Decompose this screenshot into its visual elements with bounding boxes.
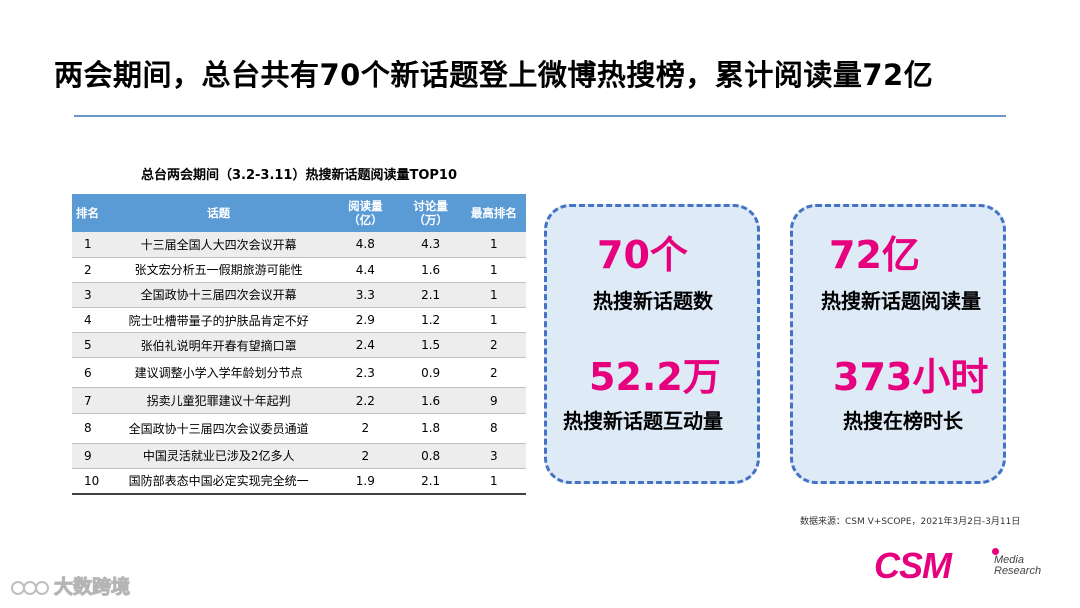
cell-reads: 3.3 (331, 282, 400, 309)
cell-discussions: 1.6 (399, 387, 462, 414)
csm-logo: CSM Media Research (874, 544, 1054, 588)
cell-topic: 张伯礼说明年开春有望摘口罩 (106, 332, 332, 359)
cell-rank: 10 (72, 468, 107, 495)
table-row: 1 十三届全国人大四次会议开幕 4.8 4.3 1 (72, 232, 526, 258)
cell-top-rank: 9 (461, 387, 526, 414)
cell-discussions: 0.9 (399, 357, 462, 389)
cell-rank: 4 (72, 307, 107, 334)
cell-discussions: 1.8 (399, 413, 462, 444)
cell-top-rank: 8 (461, 413, 526, 444)
csm-logo-line2: Research (994, 565, 1042, 577)
cell-rank: 2 (72, 257, 107, 283)
cell-discussions: 1.2 (399, 307, 462, 334)
cell-reads: 2.3 (331, 357, 400, 389)
table-row: 5 张伯礼说明年开春有望摘口罩 2.4 1.5 2 (72, 332, 526, 359)
header-reads-line1: 阅读量 (348, 199, 383, 213)
cell-reads: 2 (331, 443, 400, 469)
header-top-rank: 最高排名 (461, 194, 526, 232)
csm-logo-line1: Media (994, 554, 1024, 566)
cell-discussions: 2.1 (399, 468, 462, 495)
cell-top-rank: 2 (461, 357, 526, 389)
table-row: 6 建议调整小学入学年龄划分节点 2.3 0.9 2 (72, 357, 526, 389)
new-topics-count-label: 热搜新话题数 (593, 289, 713, 313)
table-caption: 总台两会期间（3.2-3.11）热搜新话题阅读量TOP10 (140, 168, 458, 183)
cell-rank: 6 (72, 357, 107, 389)
csm-logo-mark: CSM (874, 545, 952, 586)
header-topic: 话题 (106, 194, 332, 232)
cell-top-rank: 3 (461, 443, 526, 469)
cell-topic: 全国政协十三届四次会议委员通道 (106, 413, 332, 444)
cell-top-rank: 1 (461, 257, 526, 283)
hours-on-list-value: 373小时 (833, 355, 989, 399)
watermark-text: 大数跨境 (53, 576, 131, 599)
table-row: 7 拐卖儿童犯罪建议十年起判 2.2 1.6 9 (72, 387, 526, 414)
cell-reads: 2.9 (331, 307, 400, 334)
interactions-label: 热搜新话题互动量 (563, 409, 723, 433)
cell-rank: 5 (72, 332, 107, 359)
cell-top-rank: 1 (461, 468, 526, 495)
cell-discussions: 2.1 (399, 282, 462, 309)
cell-discussions: 1.6 (399, 257, 462, 283)
header-discussions: 讨论量 （万） (399, 194, 462, 232)
cell-topic: 建议调整小学入学年龄划分节点 (106, 357, 332, 389)
table-row: 2 张文宏分析五一假期旅游可能性 4.4 1.6 1 (72, 257, 526, 283)
watermark-logo-icon (11, 581, 49, 595)
table-row: 9 中国灵活就业已涉及2亿多人 2 0.8 3 (72, 443, 526, 469)
cell-topic: 十三届全国人大四次会议开幕 (106, 232, 332, 258)
topics-table: 排名 话题 阅读量 （亿） 讨论量 （万） 最高排名 1 十三届全国人大四次会议开… (72, 194, 526, 495)
table-header-row: 排名 话题 阅读量 （亿） 讨论量 （万） 最高排名 (72, 194, 526, 232)
stat-box-left: 70个 热搜新话题数 52.2万 热搜新话题互动量 (544, 204, 760, 484)
watermark: 大数跨境 (10, 574, 170, 600)
stat-box-right: 72亿 热搜新话题阅读量 373小时 热搜在榜时长 (790, 204, 1006, 484)
hours-on-list-label: 热搜在榜时长 (843, 409, 963, 433)
cell-discussions: 0.8 (399, 443, 462, 469)
header-reads: 阅读量 （亿） (331, 194, 400, 232)
cell-reads: 4.4 (331, 257, 400, 283)
cell-topic: 全国政协十三届四次会议开幕 (106, 282, 332, 309)
cell-reads: 2 (331, 413, 400, 444)
cell-top-rank: 2 (461, 332, 526, 359)
cell-reads: 2.4 (331, 332, 400, 359)
cell-topic: 国防部表态中国必定实现完全统一 (106, 468, 332, 495)
cell-rank: 3 (72, 282, 107, 309)
cell-rank: 9 (72, 443, 107, 469)
cell-discussions: 1.5 (399, 332, 462, 359)
cell-reads: 1.9 (331, 468, 400, 495)
cell-topic: 拐卖儿童犯罪建议十年起判 (106, 387, 332, 414)
header-discussions-line1: 讨论量 (413, 199, 448, 213)
cell-topic: 中国灵活就业已涉及2亿多人 (106, 443, 332, 469)
cell-discussions: 4.3 (399, 232, 462, 258)
title-divider (74, 115, 1006, 117)
cell-rank: 1 (72, 232, 107, 258)
table-row: 10 国防部表态中国必定实现完全统一 1.9 2.1 1 (72, 468, 526, 495)
header-rank: 排名 (72, 194, 107, 232)
cell-top-rank: 1 (461, 307, 526, 334)
total-reads-label: 热搜新话题阅读量 (821, 289, 981, 313)
total-reads-value: 72亿 (829, 233, 920, 277)
header-discussions-line2: （万） (413, 213, 448, 227)
csm-logo-dot (992, 548, 999, 555)
csm-logo-subtitle: Media Research (994, 555, 1041, 577)
cell-top-rank: 1 (461, 282, 526, 309)
table-row: 4 院士吐槽带量子的护肤品肯定不好 2.9 1.2 1 (72, 307, 526, 334)
header-reads-line2: （亿） (348, 213, 383, 227)
cell-reads: 4.8 (331, 232, 400, 258)
page-title: 两会期间，总台共有70个新话题登上微博热搜榜，累计阅读量72亿 (54, 58, 934, 92)
source-note: 数据来源：CSM V+SCOPE，2021年3月2日-3月11日 (800, 517, 1021, 527)
table-row: 8 全国政协十三届四次会议委员通道 2 1.8 8 (72, 413, 526, 444)
cell-rank: 8 (72, 413, 107, 444)
interactions-value: 52.2万 (589, 355, 721, 399)
table-row: 3 全国政协十三届四次会议开幕 3.3 2.1 1 (72, 282, 526, 309)
cell-reads: 2.2 (331, 387, 400, 414)
cell-top-rank: 1 (461, 232, 526, 258)
cell-topic: 张文宏分析五一假期旅游可能性 (106, 257, 332, 283)
new-topics-count-value: 70个 (597, 233, 688, 277)
cell-rank: 7 (72, 387, 107, 414)
cell-topic: 院士吐槽带量子的护肤品肯定不好 (106, 307, 332, 334)
